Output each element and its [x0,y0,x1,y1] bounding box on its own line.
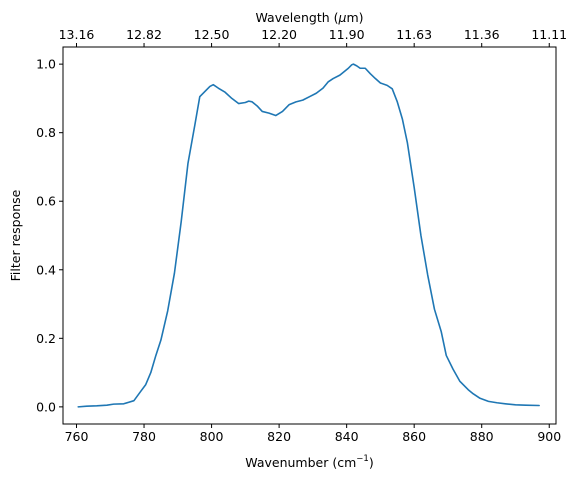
top-tick-label: 12.20 [261,27,297,42]
filter-response-line [77,63,540,408]
y-tick-label: 0.4 [36,262,56,277]
y-tick-label: 0.6 [36,194,56,209]
top-tick-label: 11.36 [464,27,500,42]
x-tick-label: 860 [402,429,426,444]
top-tick-label: 11.90 [329,27,365,42]
y-tick-label: 0.8 [36,125,56,140]
x-tick-label: 780 [132,429,156,444]
top-tick-label: 11.11 [531,27,567,42]
top-axis-title-prefix: Wavelength ( [255,10,338,25]
x-axis-title-superscript: −1 [356,454,369,464]
x-axis-title: Wavenumber (cm−1) [245,454,373,470]
x-tick-label: 760 [65,429,89,444]
x-tick-label: 840 [335,429,359,444]
y-tick-label: 1.0 [36,57,56,72]
top-axis-title-suffix: m) [346,10,363,25]
top-tick-label: 12.50 [194,27,230,42]
top-tick-label: 13.16 [59,27,95,42]
top-axis-title: Wavelength (μm) [255,10,363,25]
plot-background [63,47,556,424]
left-axis: 0.0 0.2 0.4 0.6 0.8 1.0 [36,57,63,414]
x-tick-label: 800 [200,429,224,444]
y-tick-label: 0.0 [36,399,56,414]
top-axis-title-mu: μ [338,10,347,25]
top-tick-label: 11.63 [396,27,432,42]
x-tick-label: 880 [470,429,494,444]
x-tick-label: 820 [267,429,291,444]
y-tick-label: 0.2 [36,331,56,346]
plot-frame [62,46,557,425]
x-tick-label: 900 [537,429,561,444]
top-axis: 13.16 12.82 12.50 12.20 11.90 11.63 11.36 11.11 [59,27,567,47]
top-tick-label: 12.82 [126,27,162,42]
y-axis-title: Filter response [8,189,23,281]
series-layer [77,63,540,408]
x-axis-title-text: Wavenumber (cm [245,455,356,470]
bottom-axis: 760 780 800 820 840 860 880 900 [65,424,561,444]
x-axis-title-close: ) [369,455,374,470]
